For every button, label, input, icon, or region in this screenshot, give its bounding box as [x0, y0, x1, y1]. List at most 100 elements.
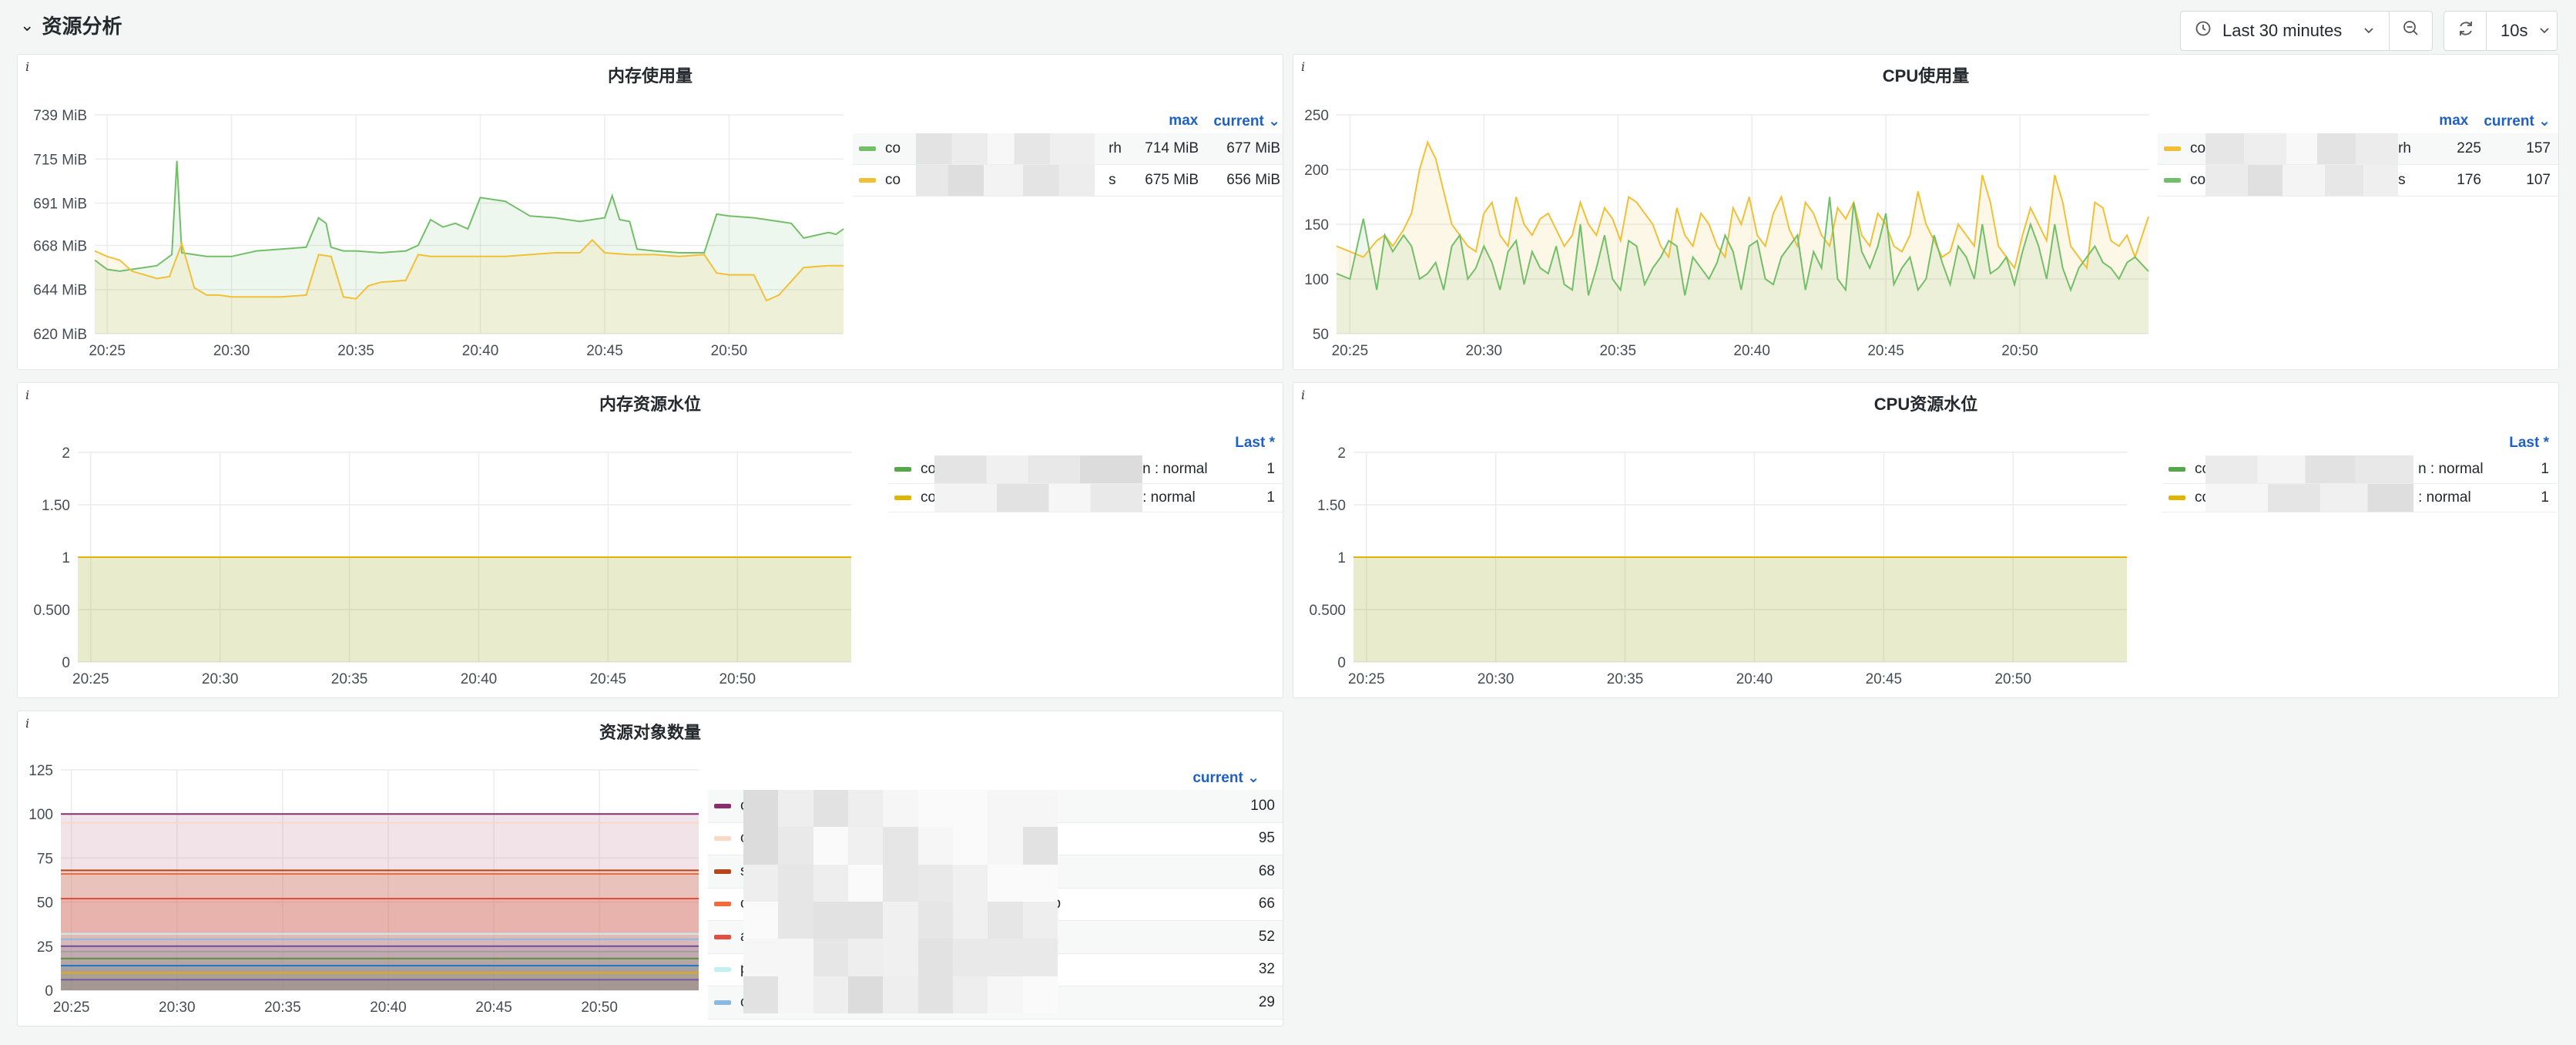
x-tick-label: 20:35: [1599, 343, 1636, 359]
panel-title[interactable]: 内存资源水位: [599, 395, 701, 414]
y-tick-label: 715 MiB: [33, 152, 87, 168]
series-swatch: [2164, 178, 2181, 183]
legend-row[interactable]: co: normal 1: [888, 484, 1283, 512]
series-max: 675 MiB: [1145, 172, 1199, 188]
x-tick-label: 20:30: [1478, 671, 1514, 687]
series-area: [61, 870, 699, 990]
x-tick-label: 20:35: [337, 343, 374, 359]
legend-header: Last *: [2162, 431, 2557, 455]
legend-header-current[interactable]: current ⌄: [1192, 769, 1259, 786]
x-tick-label: 20:30: [159, 1000, 196, 1016]
y-tick-label: 0: [45, 983, 53, 1000]
x-tick-label: 20:45: [590, 671, 627, 687]
series-line: [94, 238, 844, 302]
chevron-down-icon: [2363, 21, 2375, 41]
x-tick-label: 20:50: [581, 1000, 618, 1016]
info-icon[interactable]: i: [25, 59, 30, 74]
zoom-out-button[interactable]: [2390, 11, 2433, 51]
redaction-mask: [916, 133, 1095, 164]
info-icon[interactable]: i: [25, 716, 30, 731]
legend-row[interactable]: co rh 714 MiB 677 MiB: [853, 133, 1283, 165]
legend: max current ⌄ co rh 714 MiB 677 MiB co s 6…: [853, 109, 1283, 197]
redaction-mask: [2205, 133, 2398, 164]
time-range-label: Last 30 minutes: [2222, 21, 2343, 40]
series-name: co rh: [2190, 140, 2411, 156]
object-count-chart: 0 25 50 75 100 125 20:25 20:30 20:35 20:40 20:45 20…: [29, 763, 699, 1016]
legend-row[interactable]: co rh 225 157: [2158, 133, 2558, 165]
y-tick-label: 25: [37, 939, 53, 956]
cpu-level-chart: 0 0.500 1 1.50 2 20:25 20:30 20:35 20:40 20:45 20:…: [1309, 445, 2127, 687]
legend-header-max[interactable]: max: [1169, 113, 1199, 129]
y-tick-label: 75: [37, 851, 53, 867]
x-tick-label: 20:40: [461, 671, 498, 687]
zoom-out-icon: [2402, 19, 2420, 42]
x-tick-label: 20:40: [1733, 343, 1770, 359]
legend-header: max current ⌄: [853, 109, 1283, 133]
legend-header-current[interactable]: current ⌄: [1213, 113, 1280, 129]
panel-object-count: i 资源对象数量 0 25 50 75 100 125 20:25 20:30 20:35 20:…: [17, 711, 1283, 1027]
series-swatch: [894, 467, 911, 472]
panel-memory-usage: i 内存使用量 620 MiB 644 MiB 668 MiB 691 MiB 715 …: [17, 54, 1283, 370]
row-header[interactable]: ⌄ 资源分析: [20, 11, 122, 39]
y-tick-label: 0.500: [1309, 603, 1346, 619]
legend-header-max[interactable]: max: [2439, 113, 2469, 129]
x-tick-label: 20:40: [1736, 671, 1773, 687]
legend-header-last[interactable]: Last *: [1235, 435, 1275, 451]
legend-rows: co rh 714 MiB 677 MiB co s 675 MiB 656 MiB: [853, 133, 1283, 197]
series-current: 157: [2526, 140, 2551, 156]
info-icon[interactable]: i: [1301, 59, 1306, 74]
series-line: [1336, 197, 2149, 296]
legend-row[interactable]: co: normal 1: [2162, 484, 2557, 512]
clock-icon: [2195, 20, 2212, 42]
series-area: [1353, 557, 2127, 662]
y-tick-label: 50: [1313, 327, 1329, 343]
legend-header: Last *: [888, 431, 1283, 455]
panel-title[interactable]: CPU使用量: [1882, 66, 1970, 86]
y-tick-label: 2: [62, 445, 70, 462]
legend-row[interactable]: co n : normal 1: [888, 455, 1283, 484]
chevron-down-icon[interactable]: ⌄: [20, 15, 35, 35]
memory-usage-chart: 620 MiB 644 MiB 668 MiB 691 MiB 715 MiB 739 M…: [33, 108, 844, 359]
y-tick-label: 250: [1304, 108, 1329, 124]
series-current: 29: [1258, 993, 1275, 1010]
refresh-button[interactable]: [2444, 11, 2487, 51]
y-tick-label: 691 MiB: [33, 197, 87, 213]
legend-header-current[interactable]: current ⌄: [2484, 113, 2551, 129]
redaction-mask: [2205, 455, 2413, 483]
series-area: [61, 874, 699, 990]
time-range-picker[interactable]: Last 30 minutes: [2180, 11, 2390, 51]
info-icon[interactable]: i: [1301, 388, 1306, 402]
series-swatch: [714, 803, 731, 808]
x-tick-label: 20:25: [1348, 671, 1385, 687]
redaction-mask: [743, 790, 1058, 1013]
y-tick-label: 100: [29, 807, 53, 823]
series-swatch: [2168, 467, 2185, 472]
refresh-interval-picker[interactable]: 10s: [2487, 11, 2558, 51]
x-tick-label: 20:25: [1332, 343, 1369, 359]
x-tick-label: 20:35: [264, 1000, 301, 1016]
info-icon[interactable]: i: [25, 388, 30, 402]
y-tick-label: 0.500: [33, 603, 70, 619]
series-line: [94, 160, 844, 272]
y-tick-label: 200: [1304, 163, 1329, 179]
legend-row[interactable]: co s 675 MiB 656 MiB: [853, 165, 1283, 197]
panel-title[interactable]: 内存使用量: [607, 66, 693, 86]
legend-row[interactable]: co s 176 107: [2158, 165, 2558, 197]
y-tick-label: 1: [62, 550, 70, 566]
series-area: [61, 933, 699, 990]
series-area: [61, 958, 699, 990]
x-tick-label: 20:45: [475, 1000, 512, 1016]
series-max: 714 MiB: [1145, 140, 1199, 156]
legend-row[interactable]: co n : normal 1: [2162, 455, 2557, 484]
chevron-down-icon: [2538, 21, 2551, 41]
panel-title[interactable]: 资源对象数量: [599, 723, 701, 742]
y-tick-label: 2: [1337, 445, 1346, 462]
refresh-icon: [2457, 19, 2475, 42]
y-tick-label: 620 MiB: [33, 327, 87, 343]
panel-title[interactable]: CPU资源水位: [1873, 395, 1978, 414]
legend-header-last[interactable]: Last *: [2509, 435, 2549, 451]
series-swatch: [859, 146, 876, 151]
x-tick-label: 20:45: [1867, 343, 1904, 359]
x-tick-label: 20:50: [2001, 343, 2038, 359]
legend-header: current ⌄: [708, 765, 1283, 790]
